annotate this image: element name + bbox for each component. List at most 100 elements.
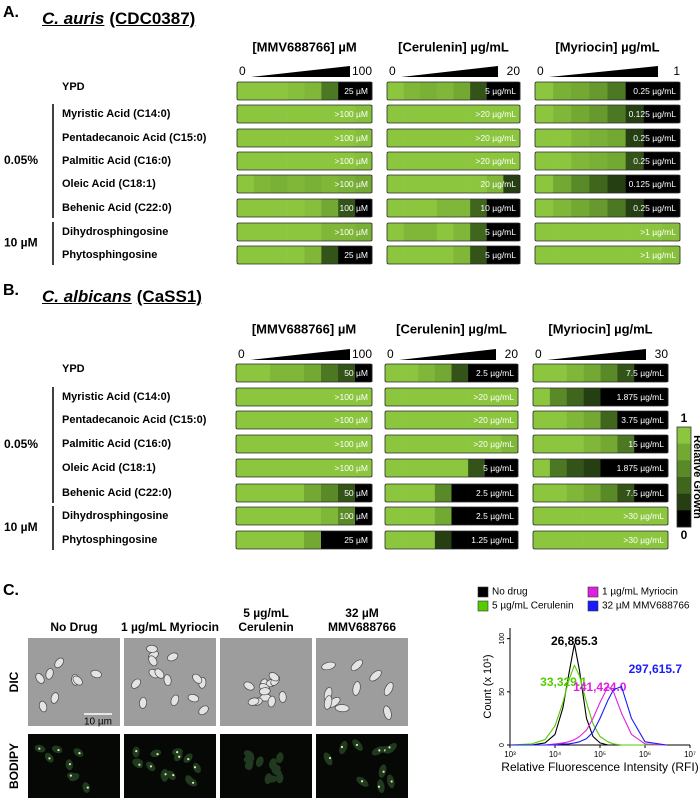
growth-segment [253,105,272,123]
growth-segment [451,411,469,429]
growth-segment [600,364,618,382]
mic-label: >30 µg/mL [623,511,664,521]
growth-segment [600,484,618,502]
dic-cell [321,661,336,671]
growth-segment [625,175,645,193]
x-tick-label: 10⁷ [684,750,696,759]
x-tick-label: 10⁵ [594,750,606,759]
growth-segment [287,82,305,100]
mic-label: 0.25 µg/mL [633,86,676,96]
growth-segment [643,129,663,147]
growth-segment [583,459,601,477]
panel-title: C. albicans (CaSS1) [42,287,202,307]
growth-segment [553,82,572,100]
bodipy-cell [264,773,273,785]
growth-segment [253,199,272,217]
x-tick-label: 10⁶ [639,750,651,759]
growth-segment [625,152,645,170]
dic-cell [383,682,394,696]
growth-segment [434,411,452,429]
row-label: Pentadecanoic Acid (C15:0) [62,132,207,144]
strip-border [235,410,373,430]
growth-segment [270,152,288,170]
strip-border [384,458,519,478]
growth-segment [355,175,373,193]
mic-label: 0.25 µg/mL [633,156,676,166]
row-label: Pentadecanoic Acid (C15:0) [62,414,207,426]
row-label: Oleic Acid (C18:1) [62,462,156,474]
growth-segment [338,152,356,170]
growth-segment [625,82,645,100]
growth-segment [387,199,404,217]
bodipy-cell [82,782,90,793]
growth-segment [338,411,356,429]
legend-label: 1 µg/mL Myriocin [602,587,678,598]
group-label: 10 µM [4,520,38,534]
growth-segment [503,175,521,193]
growth-segment [436,82,454,100]
growth-segment [453,105,471,123]
strip-border [235,530,373,550]
growth-segment [304,459,322,477]
growth-segment [634,411,652,429]
growth-segment [418,388,436,406]
strip-border [534,245,681,265]
growth-segment [549,411,568,429]
growth-segment [321,152,339,170]
range-min: 0 [239,64,246,78]
y-tick-label: 50 [499,688,506,696]
strip-border [532,530,669,550]
lipid-droplet [164,773,167,776]
growth-segment [387,82,404,100]
growth-segment [566,364,584,382]
growth-segment [566,484,584,502]
panel-title: C. auris (CDC0387) [42,9,195,29]
growth-segment [434,435,452,453]
growth-segment [566,531,584,549]
growth-segment [401,459,419,477]
strip-border [532,434,669,454]
micrograph-row-label: DIC [7,671,21,692]
concentration-wedge [399,349,496,360]
growth-segment [270,199,288,217]
mic-label: 1.875 µg/mL [617,463,665,473]
growth-segment [583,507,601,525]
growth-segment [287,223,305,241]
growth-segment [600,507,618,525]
growth-segment [270,105,288,123]
mic-label: 1.875 µg/mL [617,392,665,402]
growth-segment [338,129,356,147]
bodipy-cell [378,764,387,778]
growth-segment [418,459,436,477]
growth-segment [236,531,254,549]
growth-segment [451,388,469,406]
panel-label: C. [3,582,19,599]
colorbar-max: 1 [681,411,688,425]
mic-label: >20 µg/mL [475,156,516,166]
growth-segment [451,364,469,382]
growth-segment [501,484,519,502]
growth-segment [270,246,288,264]
mic-label: 2.5 µg/mL [476,511,514,521]
growth-segment [436,152,454,170]
growth-segment [484,484,502,502]
dic-cell [45,668,54,680]
strip-border [532,458,669,478]
growth-segment [553,105,572,123]
growth-segment [385,484,402,502]
concentration-wedge [401,66,498,77]
growth-segment [355,82,373,100]
growth-segment [549,435,568,453]
mic-label: >100 µM [335,227,369,237]
row-label: Palmitic Acid (C16:0) [62,438,171,450]
growth-segment [617,411,635,429]
growth-segment [434,459,452,477]
growth-segment [237,152,255,170]
range-min: 0 [537,64,544,78]
growth-segment [549,364,568,382]
growth-segment [321,388,339,406]
growth-segment [403,129,421,147]
range-min: 0 [387,347,394,361]
group-label: 0.05% [4,437,38,451]
bodipy-cell [192,762,201,774]
